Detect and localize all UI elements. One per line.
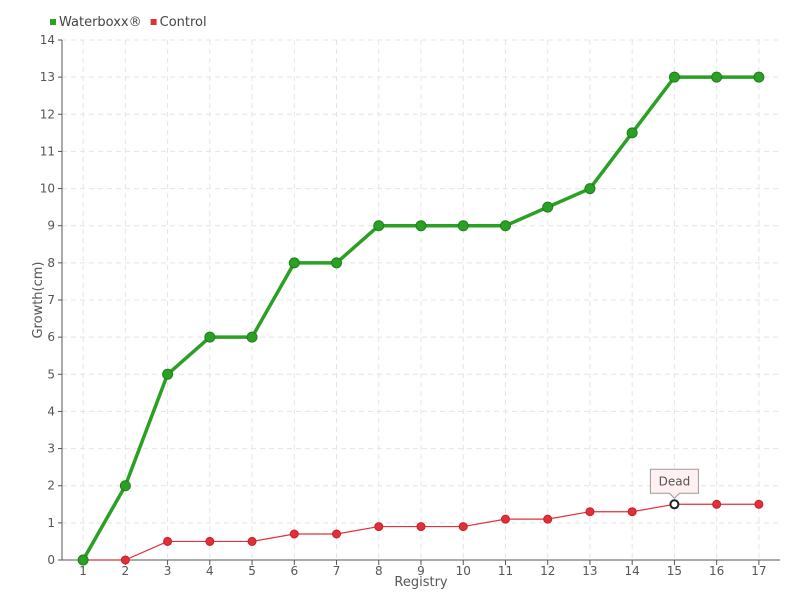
y-tick-label: 6 [47, 330, 55, 344]
x-tick-label: 12 [540, 564, 555, 578]
x-tick-label: 16 [709, 564, 724, 578]
x-tick-label: 14 [625, 564, 640, 578]
data-point-control[interactable] [669, 499, 680, 510]
data-point-control[interactable] [458, 522, 468, 532]
y-tick-label: 12 [40, 107, 55, 121]
data-point-waterboxx[interactable] [77, 554, 89, 566]
data-point-control[interactable] [374, 522, 384, 532]
x-tick-label: 6 [290, 564, 298, 578]
x-axis-title: Registry [394, 575, 448, 590]
data-point-control[interactable] [332, 529, 342, 539]
data-point-waterboxx[interactable] [373, 220, 385, 232]
y-tick-label: 3 [47, 442, 55, 456]
data-point-waterboxx[interactable] [162, 368, 174, 380]
data-point-control[interactable] [500, 514, 510, 524]
data-point-waterboxx[interactable] [499, 220, 511, 232]
data-point-waterboxx[interactable] [288, 257, 300, 269]
data-point-control[interactable] [416, 522, 426, 532]
x-tick-label: 7 [333, 564, 341, 578]
data-point-control[interactable] [627, 507, 637, 517]
y-tick-label: 5 [47, 367, 55, 381]
data-point-waterboxx[interactable] [331, 257, 343, 269]
annotation-layer: Dead [649, 468, 699, 499]
x-tick-label: 8 [375, 564, 383, 578]
data-point-waterboxx[interactable] [626, 127, 638, 139]
y-tick-label: 2 [47, 479, 55, 493]
legend-swatch [150, 19, 157, 25]
y-axis-title: Growth(cm) [31, 261, 46, 338]
y-tick-label: 0 [47, 553, 55, 567]
grid [62, 39, 780, 560]
legend-label: Control [160, 15, 207, 30]
data-point-waterboxx[interactable] [753, 71, 765, 83]
y-tick-label: 1 [47, 516, 55, 530]
data-point-waterboxx[interactable] [204, 331, 216, 343]
data-point-control[interactable] [712, 499, 722, 509]
data-point-control[interactable] [247, 536, 257, 546]
x-tick-label: 17 [751, 564, 766, 578]
data-point-waterboxx[interactable] [668, 71, 680, 83]
annotation-box [649, 468, 699, 499]
x-tick-label: 3 [164, 564, 172, 578]
annotation-tooltip: Dead [649, 468, 699, 499]
x-tick-label: 13 [582, 564, 597, 578]
data-point-waterboxx[interactable] [119, 480, 131, 492]
y-tick-label: 11 [40, 144, 55, 158]
data-point-waterboxx[interactable] [457, 220, 469, 232]
x-tick-label: 11 [498, 564, 513, 578]
annotation-text: Dead [659, 474, 691, 488]
data-point-control[interactable] [289, 529, 299, 539]
data-point-waterboxx[interactable] [711, 71, 723, 83]
data-point-control[interactable] [205, 536, 215, 546]
data-point-control[interactable] [543, 514, 553, 524]
y-tick-label: 7 [47, 293, 55, 307]
legend-item-waterboxx[interactable]: Waterboxx® [50, 15, 142, 30]
x-tick-label: 1 [79, 564, 87, 578]
y-tick-label: 9 [47, 219, 55, 233]
x-tick-label: 4 [206, 564, 214, 578]
y-tick-label: 8 [47, 256, 55, 270]
y-tick-label: 13 [40, 70, 55, 84]
y-tick-label: 4 [47, 404, 55, 418]
data-point-control[interactable] [585, 507, 595, 517]
x-tick-label: 2 [122, 564, 130, 578]
y-tick-label: 14 [40, 33, 55, 47]
data-point-waterboxx[interactable] [542, 201, 554, 213]
data-point-control[interactable] [754, 499, 764, 509]
series-layer [77, 71, 765, 566]
data-point-waterboxx[interactable] [584, 183, 596, 195]
series-waterboxx [77, 71, 765, 566]
legend[interactable]: Waterboxx® Control [50, 15, 207, 30]
y-tick-label: 10 [40, 182, 55, 196]
x-tick-label: 10 [456, 564, 471, 578]
legend-swatch [50, 19, 56, 25]
legend-item-control[interactable]: Control [150, 15, 207, 30]
data-point-waterboxx[interactable] [415, 220, 427, 232]
data-point-control[interactable] [120, 555, 130, 565]
series-control [78, 499, 764, 565]
data-point-waterboxx[interactable] [246, 331, 258, 343]
data-point-control[interactable] [163, 536, 173, 546]
x-tick-label: 5 [248, 564, 256, 578]
x-tick-label: 9 [417, 564, 425, 578]
x-tick-label: 15 [667, 564, 682, 578]
legend-label: Waterboxx® [59, 15, 142, 30]
